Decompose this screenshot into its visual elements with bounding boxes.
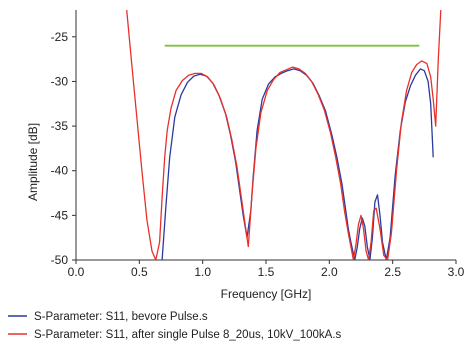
x-tick-label: 1.0	[194, 265, 211, 279]
y-tick-label: -30	[51, 74, 69, 88]
series-after-pulse	[126, 10, 442, 260]
x-tick-label: 0.0	[68, 265, 85, 279]
x-axis-label: Frequency [GHz]	[221, 287, 312, 301]
y-tick-label: -25	[51, 30, 69, 44]
y-tick-label: -40	[51, 164, 69, 178]
x-tick-label: 2.5	[384, 265, 401, 279]
y-tick-label: -45	[51, 208, 69, 222]
x-tick-label: 3.0	[448, 265, 465, 279]
series-layer	[126, 10, 442, 260]
axes	[75, 10, 456, 261]
series-before-pulse	[161, 68, 434, 260]
x-tick-label: 1.5	[258, 265, 275, 279]
x-tick-label: 0.5	[131, 265, 148, 279]
legend-label-before: S-Parameter: S11, bevore Pulse.s	[34, 311, 208, 323]
x-tick-label: 2.0	[321, 265, 338, 279]
y-tick-label: -35	[51, 119, 69, 133]
ticks-layer: 0.0 0.5 1.0 1.5 2.0 2.5 3.0 -25 -30 -35 -40 -45 -50	[51, 30, 465, 279]
legend-label-after: S-Parameter: S11, after single Pulse 8_2…	[34, 329, 342, 341]
legend: S-Parameter: S11, bevore Pulse.s S-Param…	[8, 311, 342, 341]
y-axis-label: Amplitude [dB]	[26, 123, 40, 201]
y-tick-label: -50	[51, 253, 69, 267]
